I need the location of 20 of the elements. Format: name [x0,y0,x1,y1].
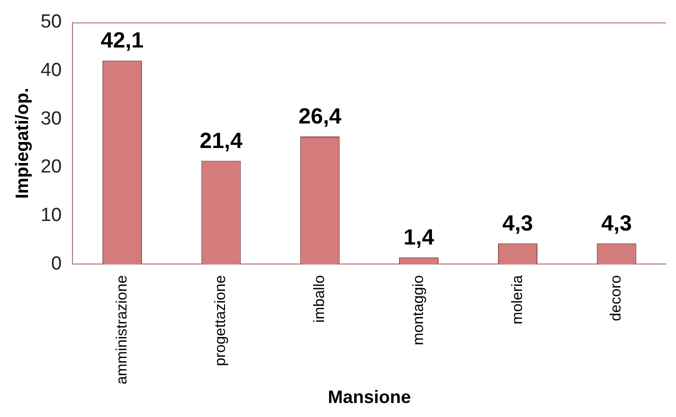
y-axis-title: Impiegati/op. [12,88,32,199]
y-tick-label: 20 [40,156,62,178]
data-label: 21,4 [200,128,244,153]
x-tick-label: decoro [608,275,625,322]
x-tick-label: imballo [311,275,328,323]
y-tick-label: 50 [40,12,62,33]
y-tick-label: 30 [40,108,62,130]
y-tick-label: 10 [40,205,62,226]
x-axis-title: Mansione [328,387,411,408]
x-tick-label: progettazione [212,275,230,366]
data-label: 1,4 [404,224,435,250]
data-label: 26,4 [298,104,342,129]
y-tick-label: 40 [40,60,62,81]
y-tick-label: 0 [51,253,62,274]
x-tick-label: montaggio [410,275,427,346]
data-label: 4,3 [502,210,533,236]
x-tick-label: amministrazione [113,275,130,384]
data-label: 42,1 [100,28,144,53]
data-label: 4,3 [601,210,632,236]
x-tick-label: moleria [508,274,526,324]
